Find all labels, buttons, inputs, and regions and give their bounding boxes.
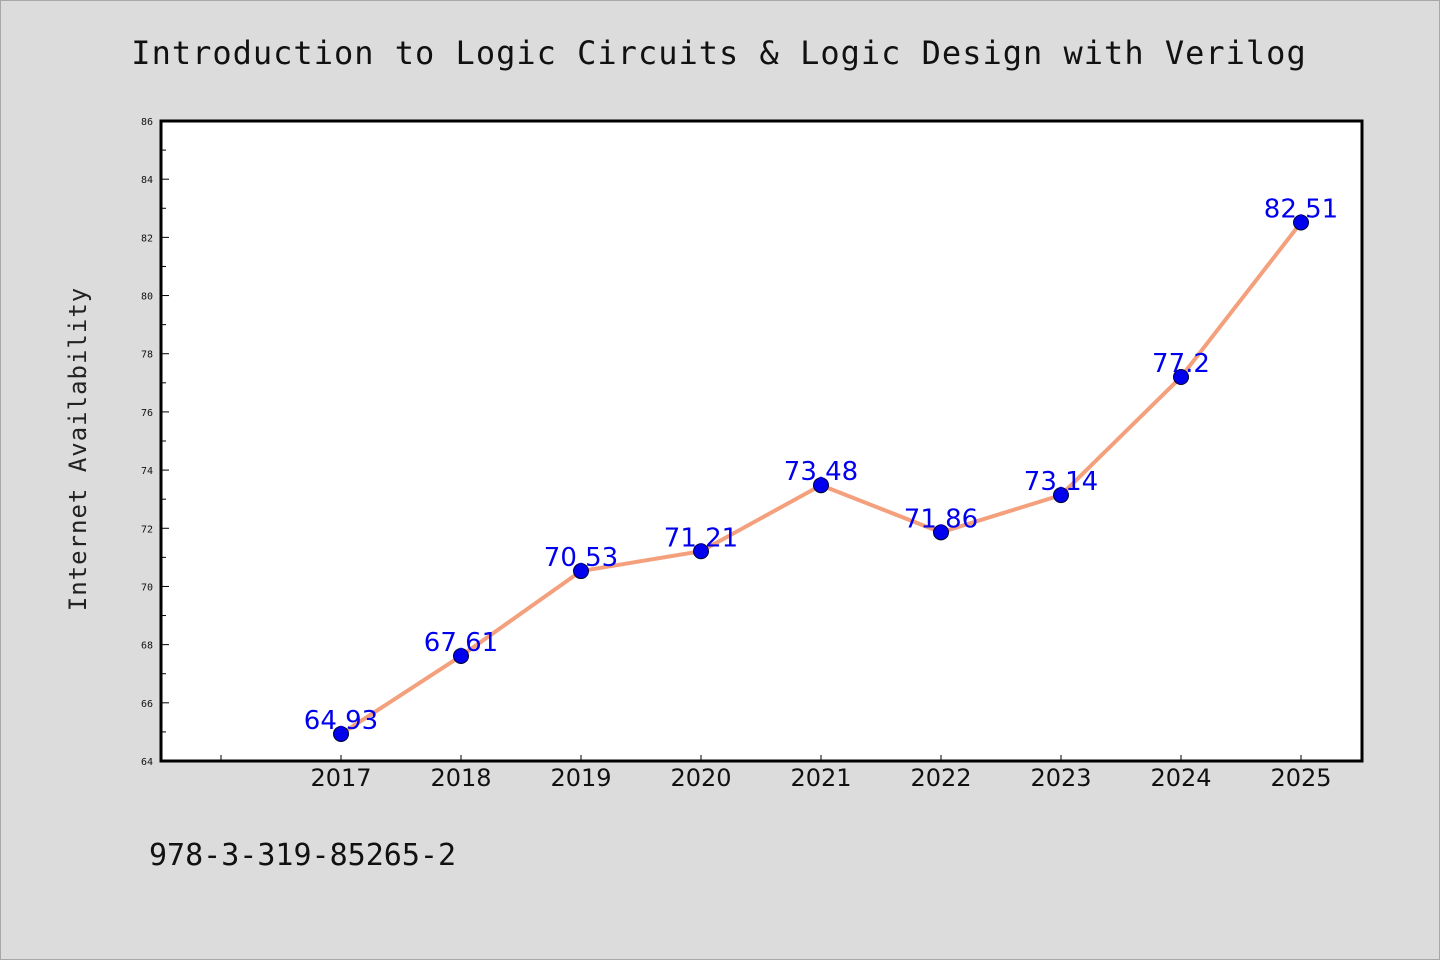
data-point-2021 (813, 477, 829, 494)
x-tick-label: 2023 (1030, 764, 1091, 792)
data-label-2021: 73.48 (784, 457, 858, 487)
data-labels-group: 64.93 67.61 70.53 71.21 73.48 71.86 73.14 77.2 8… (304, 195, 1338, 736)
data-label-2020: 71.21 (664, 523, 738, 553)
y-tick-label: 64 (141, 757, 153, 768)
y-tick-label: 82 (141, 233, 153, 244)
y-axis-ticks: 64 66 68 70 72 74 76 78 80 82 84 86 (141, 117, 169, 768)
data-point-2023 (1053, 487, 1069, 504)
x-tick-label: 2017 (310, 764, 371, 792)
y-tick-label: 66 (141, 699, 153, 710)
y-axis-label: Internet Availability (64, 287, 92, 611)
data-label-2017: 64.93 (304, 706, 378, 736)
data-label-2019: 70.53 (544, 543, 618, 573)
y-tick-label: 72 (141, 524, 153, 535)
data-point-2024 (1173, 369, 1189, 385)
data-label-2025: 82.51 (1264, 195, 1338, 225)
data-point-2025 (1293, 214, 1309, 231)
data-label-2022: 71.86 (904, 504, 978, 534)
chart-title: Introduction to Logic Circuits & Logic D… (131, 34, 1306, 72)
data-point-2022 (933, 524, 949, 541)
data-label-2018: 67.61 (424, 628, 498, 658)
y-tick-label: 84 (141, 175, 153, 186)
data-label-2024: 77.2 (1152, 349, 1210, 379)
data-point-2018 (453, 647, 469, 664)
y-tick-label: 80 (141, 292, 153, 303)
data-label-2023: 73.14 (1024, 467, 1098, 497)
data-point-2019 (573, 563, 589, 580)
data-point-2020 (693, 543, 709, 560)
y-tick-label: 76 (141, 408, 153, 419)
x-tick-label: 2020 (670, 764, 731, 792)
isbn-footer: 978-3-319-85265-2 (149, 838, 456, 873)
data-point-2017 (333, 725, 349, 742)
x-tick-label: 2019 (550, 764, 611, 792)
x-tick-label: 2018 (430, 764, 491, 792)
x-tick-label: 2022 (910, 764, 971, 792)
series-points-group (333, 214, 1309, 742)
y-tick-label: 70 (141, 582, 153, 593)
y-tick-label: 74 (141, 466, 153, 477)
x-tick-label: 2024 (1150, 764, 1211, 792)
plot-area (161, 121, 1362, 761)
y-tick-label: 78 (141, 350, 153, 361)
x-tick-label: 2021 (790, 764, 851, 792)
x-axis-ticks: 2017 2018 2019 2020 2021 2022 2023 2024 2025 (220, 755, 1332, 792)
y-tick-label: 68 (141, 641, 153, 652)
y-tick-label: 86 (141, 117, 153, 128)
x-tick-label: 2025 (1270, 764, 1331, 792)
plot-frame (159, 119, 1364, 763)
